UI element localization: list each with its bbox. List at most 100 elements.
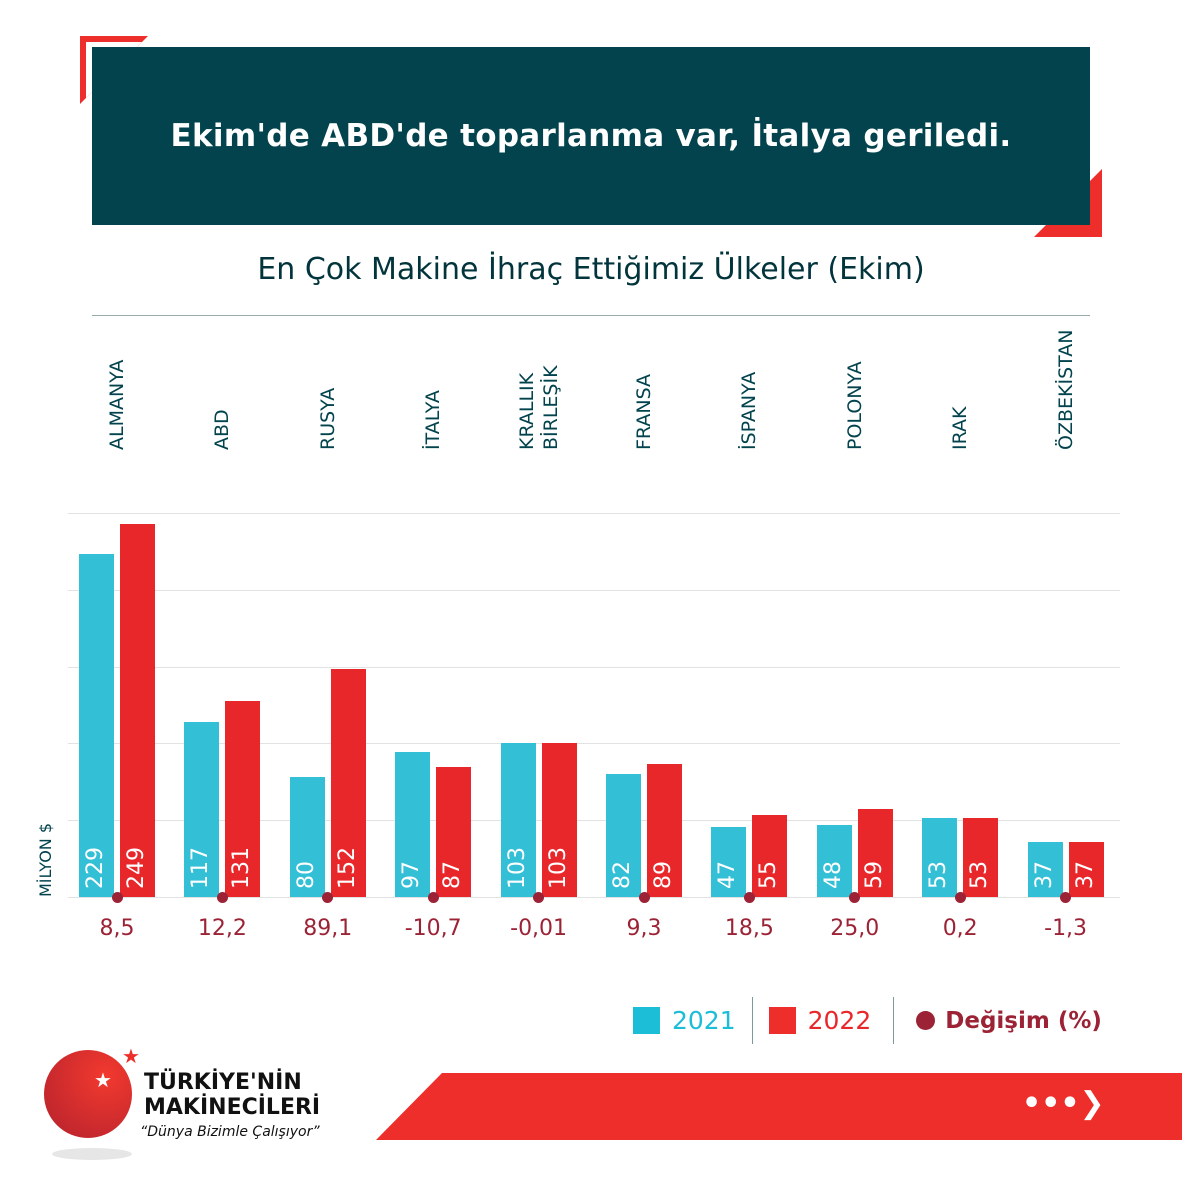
bar-2022 bbox=[963, 817, 999, 897]
bar-value-label: 131 bbox=[229, 847, 255, 889]
change-label: 12,2 bbox=[197, 916, 247, 941]
chart-title: En Çok Makine İhraç Ettiğimiz Ülkeler (E… bbox=[257, 252, 925, 287]
footer-banner bbox=[376, 1073, 1182, 1140]
bar-value-label: 55 bbox=[756, 861, 782, 889]
legend-label: 2021 bbox=[672, 1006, 736, 1035]
bar-value-label: 82 bbox=[610, 861, 635, 889]
bar-value-label: 152 bbox=[334, 847, 360, 889]
change-dot bbox=[849, 891, 861, 903]
bar-2021 bbox=[79, 553, 114, 897]
bar-2021 bbox=[184, 721, 220, 897]
legend-swatch bbox=[768, 1007, 796, 1034]
legend-dot bbox=[916, 1011, 936, 1030]
bar-2021 bbox=[816, 825, 852, 897]
legend: 2021 2022 Değişim (%) bbox=[633, 997, 1102, 1044]
change-label: -0,01 bbox=[510, 916, 568, 941]
star-icon: ★ bbox=[94, 1068, 112, 1092]
bar-value-label: 103 bbox=[545, 847, 571, 889]
legend-label: Değişim (%) bbox=[945, 1007, 1102, 1034]
change-label: 18,5 bbox=[724, 916, 774, 941]
bar-value-label: 59 bbox=[861, 861, 887, 889]
bar-2022 bbox=[436, 766, 472, 897]
category-label: ALMANYA bbox=[106, 359, 128, 450]
change-dot bbox=[743, 891, 755, 903]
change-label: -1,3 bbox=[1044, 916, 1088, 941]
category-label: BİRLEŞİK bbox=[539, 365, 562, 450]
bar-2021 bbox=[395, 751, 431, 897]
bar-2022 bbox=[225, 700, 261, 897]
logo-line2: MAKİNECİLERİ bbox=[144, 1095, 321, 1120]
header-banner: Ekim'de ABD'de toparlanma var, İtalya ge… bbox=[92, 47, 1090, 225]
logo-text: TÜRKİYE'NİN MAKİNECİLERİ bbox=[144, 1070, 320, 1120]
bar-value-label: 53 bbox=[926, 861, 952, 889]
category-label: ÖZBEKİSTAN bbox=[1054, 329, 1077, 450]
bar-2021 bbox=[1027, 841, 1063, 897]
bar-2021 bbox=[922, 817, 958, 897]
logo-tagline: “Dünya Bizimle Çalışıyor” bbox=[140, 1124, 320, 1140]
gridline bbox=[68, 513, 1120, 514]
bar-value-label: 37 bbox=[1072, 861, 1098, 889]
bar-value-label: 37 bbox=[1031, 861, 1057, 889]
legend-item-2022: 2022 bbox=[768, 1006, 872, 1035]
gridline bbox=[68, 666, 1120, 668]
bar-2021 bbox=[289, 777, 325, 897]
change-dot bbox=[533, 891, 545, 903]
bar-2022 bbox=[857, 808, 893, 897]
legend-item-change: Değişim (%) bbox=[916, 1008, 1102, 1034]
category-label: KRALLIK bbox=[515, 372, 538, 450]
legend-separator bbox=[751, 997, 753, 1044]
bar-2022 bbox=[752, 814, 788, 897]
legend-label: 2022 bbox=[807, 1006, 872, 1035]
gridline bbox=[68, 589, 1120, 591]
change-dot bbox=[216, 891, 228, 903]
bar-2021 bbox=[500, 742, 536, 897]
change-label: 9,3 bbox=[626, 916, 662, 941]
category-label: IRAK bbox=[949, 406, 972, 451]
category-label: POLONYA bbox=[843, 361, 866, 450]
logo-line1: TÜRKİYE'NİN bbox=[144, 1070, 302, 1095]
bar-value-label: 47 bbox=[715, 861, 741, 889]
change-dot bbox=[111, 891, 123, 903]
bar-2022 bbox=[120, 523, 155, 897]
star-icon: ★ bbox=[122, 1044, 140, 1068]
legend-swatch bbox=[633, 1007, 660, 1034]
gridline bbox=[68, 820, 1120, 822]
change-dot bbox=[427, 891, 439, 903]
y-axis-label: MİLYON $ bbox=[36, 822, 55, 897]
gridline bbox=[68, 897, 1120, 898]
logo-shadow bbox=[52, 1148, 132, 1160]
bar-2022 bbox=[541, 742, 577, 897]
bar-2021 bbox=[711, 826, 747, 897]
change-dot bbox=[954, 891, 966, 903]
bar-value-label: 80 bbox=[293, 861, 319, 889]
change-label: 8,5 bbox=[99, 916, 135, 941]
bar-2022 bbox=[647, 763, 682, 897]
bar-value-label: 97 bbox=[399, 861, 425, 889]
bar-2021 bbox=[606, 774, 641, 897]
divider bbox=[92, 315, 1090, 316]
gridline bbox=[68, 743, 1120, 745]
page-title: Ekim'de ABD'de toparlanma var, İtalya ge… bbox=[170, 118, 1012, 154]
change-dot bbox=[1060, 891, 1072, 903]
legend-separator bbox=[893, 997, 895, 1044]
bar-value-label: 53 bbox=[967, 861, 993, 889]
bar-value-label: 89 bbox=[651, 861, 676, 889]
category-label: ABD bbox=[211, 409, 234, 450]
logo: ★ ★ TÜRKİYE'NİN MAKİNECİLERİ “Dünya Bizi… bbox=[44, 1044, 344, 1170]
bar-2022 bbox=[1068, 841, 1104, 897]
category-label: İTALYA bbox=[422, 390, 445, 450]
legend-item-2021: 2021 bbox=[633, 1006, 736, 1035]
bar-value-label: 48 bbox=[820, 861, 846, 889]
change-label: 25,0 bbox=[830, 916, 880, 941]
change-dot bbox=[638, 891, 650, 903]
next-arrow-icon[interactable]: •••❯ bbox=[1022, 1086, 1105, 1121]
bar-value-label: 117 bbox=[188, 847, 214, 889]
change-label: 89,1 bbox=[303, 916, 353, 941]
change-label: -10,7 bbox=[404, 916, 462, 941]
change-dot bbox=[322, 891, 334, 903]
change-label: 0,2 bbox=[942, 916, 978, 941]
category-label: İSPANYA bbox=[738, 371, 761, 450]
bar-value-label: 229 bbox=[83, 847, 108, 889]
bar-value-label: 249 bbox=[124, 847, 149, 889]
bar-value-label: 103 bbox=[504, 847, 530, 889]
